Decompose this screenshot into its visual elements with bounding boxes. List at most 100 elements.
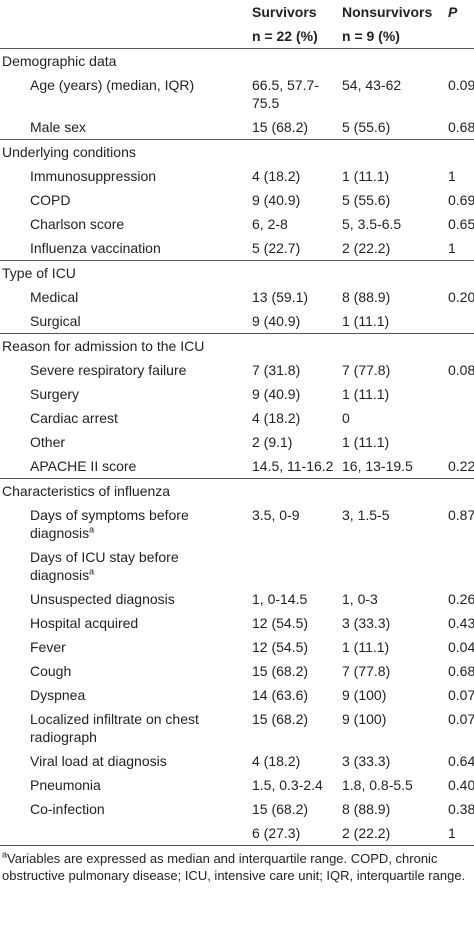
- label-text: Hospital acquired: [30, 615, 139, 631]
- survivors-value: 5 (22.7): [252, 240, 301, 256]
- p-value: 0.07: [448, 687, 474, 703]
- label-text: Dyspnea: [30, 687, 86, 703]
- note-mark: a: [89, 524, 95, 535]
- p-cell: 0.69: [444, 188, 474, 212]
- label-text: Influenza vaccination: [30, 240, 161, 256]
- nonsurvivors-cell: 2 (22.2): [338, 236, 444, 261]
- table-container: Survivors Nonsurvivors P n = 22 (%) n = …: [0, 0, 474, 846]
- header-cell: [0, 24, 248, 49]
- survivors-value: 15 (68.2): [252, 711, 309, 727]
- row-label: APACHE II score: [0, 454, 248, 479]
- section-row: Demographic data: [0, 48, 474, 73]
- nonsurvivors-cell: 54, 43-62: [338, 73, 444, 115]
- row-label: Fever: [0, 635, 248, 659]
- nonsurvivors-cell: 1 (11.1): [338, 635, 444, 659]
- label-text: Cardiac arrest: [30, 410, 118, 426]
- nonsurvivors-value: 54, 43-62: [342, 77, 402, 93]
- survivors-cell: 3.5, 0-9: [248, 503, 338, 545]
- p-value: 0.40: [448, 777, 474, 793]
- survivors-value: 4 (18.2): [252, 410, 301, 426]
- survivors-value: 2 (9.1): [252, 434, 293, 450]
- data-row: COPD 9 (40.9) 5 (55.6) 0.69: [0, 188, 474, 212]
- p-cell: 0.07: [444, 683, 474, 707]
- nonsurvivors-cell: 1, 0-3: [338, 587, 444, 611]
- p-value: 0.04: [448, 639, 474, 655]
- nonsurvivors-cell: 0: [338, 406, 444, 430]
- label-text: Male sex: [30, 119, 87, 135]
- label-text: Age (years) (median, IQR): [30, 77, 195, 93]
- p-value: 0.20: [448, 289, 474, 305]
- p-cell: [444, 545, 474, 587]
- table-body: Demographic data Age (years) (median, IQR…: [0, 48, 474, 846]
- data-row: Fever 12 (54.5) 1 (11.1) 0.04: [0, 635, 474, 659]
- section-row: Reason for admission to the ICU: [0, 333, 474, 358]
- p-cell: 0.22: [444, 454, 474, 479]
- row-label: Viral load at diagnosis: [0, 749, 248, 773]
- header-cell: Survivors: [252, 4, 317, 20]
- survivors-value: 15 (68.2): [252, 801, 309, 817]
- subheader-cell: n = 9 (%): [338, 24, 444, 49]
- survivors-cell: 4 (18.2): [248, 406, 338, 430]
- p-value: 0.64: [448, 753, 474, 769]
- data-row: Severe respiratory failure 7 (31.8) 7 (77.…: [0, 358, 474, 382]
- data-row: Viral load at diagnosis 4 (18.2) 3 (33.3) 0…: [0, 749, 474, 773]
- p-cell: [444, 309, 474, 334]
- data-row: Immunosuppression 4 (18.2) 1 (11.1) 1: [0, 164, 474, 188]
- survivors-cell: 15 (68.2): [248, 707, 338, 749]
- row-label: [0, 821, 248, 846]
- label-text: Severe respiratory failure: [30, 362, 187, 378]
- p-cell: 0.20: [444, 285, 474, 309]
- survivors-cell: 12 (54.5): [248, 611, 338, 635]
- row-label: Pneumonia: [0, 773, 248, 797]
- label-text: Viral load at diagnosis: [30, 753, 167, 769]
- nonsurvivors-value: 1.8, 0.8-5.5: [342, 777, 413, 793]
- survivors-cell: 5 (22.7): [248, 236, 338, 261]
- survivors-cell: 14 (63.6): [248, 683, 338, 707]
- row-label: Days of symptoms before diagnosisa: [0, 503, 248, 545]
- data-row: Cardiac arrest 4 (18.2) 0: [0, 406, 474, 430]
- p-cell: [444, 430, 474, 454]
- nonsurvivors-value: 1 (11.1): [342, 386, 390, 402]
- nonsurvivors-cell: 7 (77.8): [338, 659, 444, 683]
- data-row: Pneumonia 1.5, 0.3-2.4 1.8, 0.8-5.5 0.40: [0, 773, 474, 797]
- survivors-value: 15 (68.2): [252, 663, 309, 679]
- label-text: Days of symptoms before diagnosis: [30, 507, 189, 541]
- survivors-cell: 6 (27.3): [248, 821, 338, 846]
- header-cell: [0, 0, 248, 24]
- row-label: Medical: [0, 285, 248, 309]
- nonsurvivors-value: 7 (77.8): [342, 362, 391, 378]
- p-cell: 0.38: [444, 797, 474, 821]
- p-value: 0.87: [448, 507, 474, 523]
- row-label: Localized infiltrate on chest radiograph: [0, 707, 248, 749]
- row-label: Severe respiratory failure: [0, 358, 248, 382]
- data-row: Days of ICU stay before diagnosisa: [0, 545, 474, 587]
- p-cell: 0.65: [444, 212, 474, 236]
- nonsurvivors-cell: 9 (100): [338, 683, 444, 707]
- p-value: 0.68: [448, 663, 474, 679]
- nonsurvivors-value: 1 (11.1): [342, 434, 390, 450]
- section-row: Characteristics of influenza: [0, 478, 474, 503]
- label-text: Days of ICU stay before diagnosis: [30, 549, 179, 583]
- nonsurvivors-value: 0: [342, 410, 350, 426]
- p-value: 0.08: [448, 362, 474, 378]
- survivors-value: 3.5, 0-9: [252, 507, 300, 523]
- row-label: Influenza vaccination: [0, 236, 248, 261]
- survivors-value: 15 (68.2): [252, 119, 309, 135]
- survivors-cell: 2 (9.1): [248, 430, 338, 454]
- survivors-cell: 66.5, 57.7-75.5: [248, 73, 338, 115]
- nonsurvivors-cell: 5, 3.5-6.5: [338, 212, 444, 236]
- survivors-value: 6, 2-8: [252, 216, 288, 232]
- nonsurvivors-value: 5 (55.6): [342, 119, 391, 135]
- p-value: 0.38: [448, 801, 474, 817]
- nonsurvivors-value: 2 (22.2): [342, 240, 391, 256]
- nonsurvivors-cell: [338, 545, 444, 587]
- p-value: 1: [448, 825, 456, 841]
- survivors-cell: 9 (40.9): [248, 188, 338, 212]
- survivors-cell: 6, 2-8: [248, 212, 338, 236]
- row-label: Immunosuppression: [0, 164, 248, 188]
- nonsurvivors-cell: 1 (11.1): [338, 309, 444, 334]
- row-label: COPD: [0, 188, 248, 212]
- survivors-value: 13 (59.1): [252, 289, 309, 305]
- p-cell: 0.09: [444, 73, 474, 115]
- p-cell: [444, 406, 474, 430]
